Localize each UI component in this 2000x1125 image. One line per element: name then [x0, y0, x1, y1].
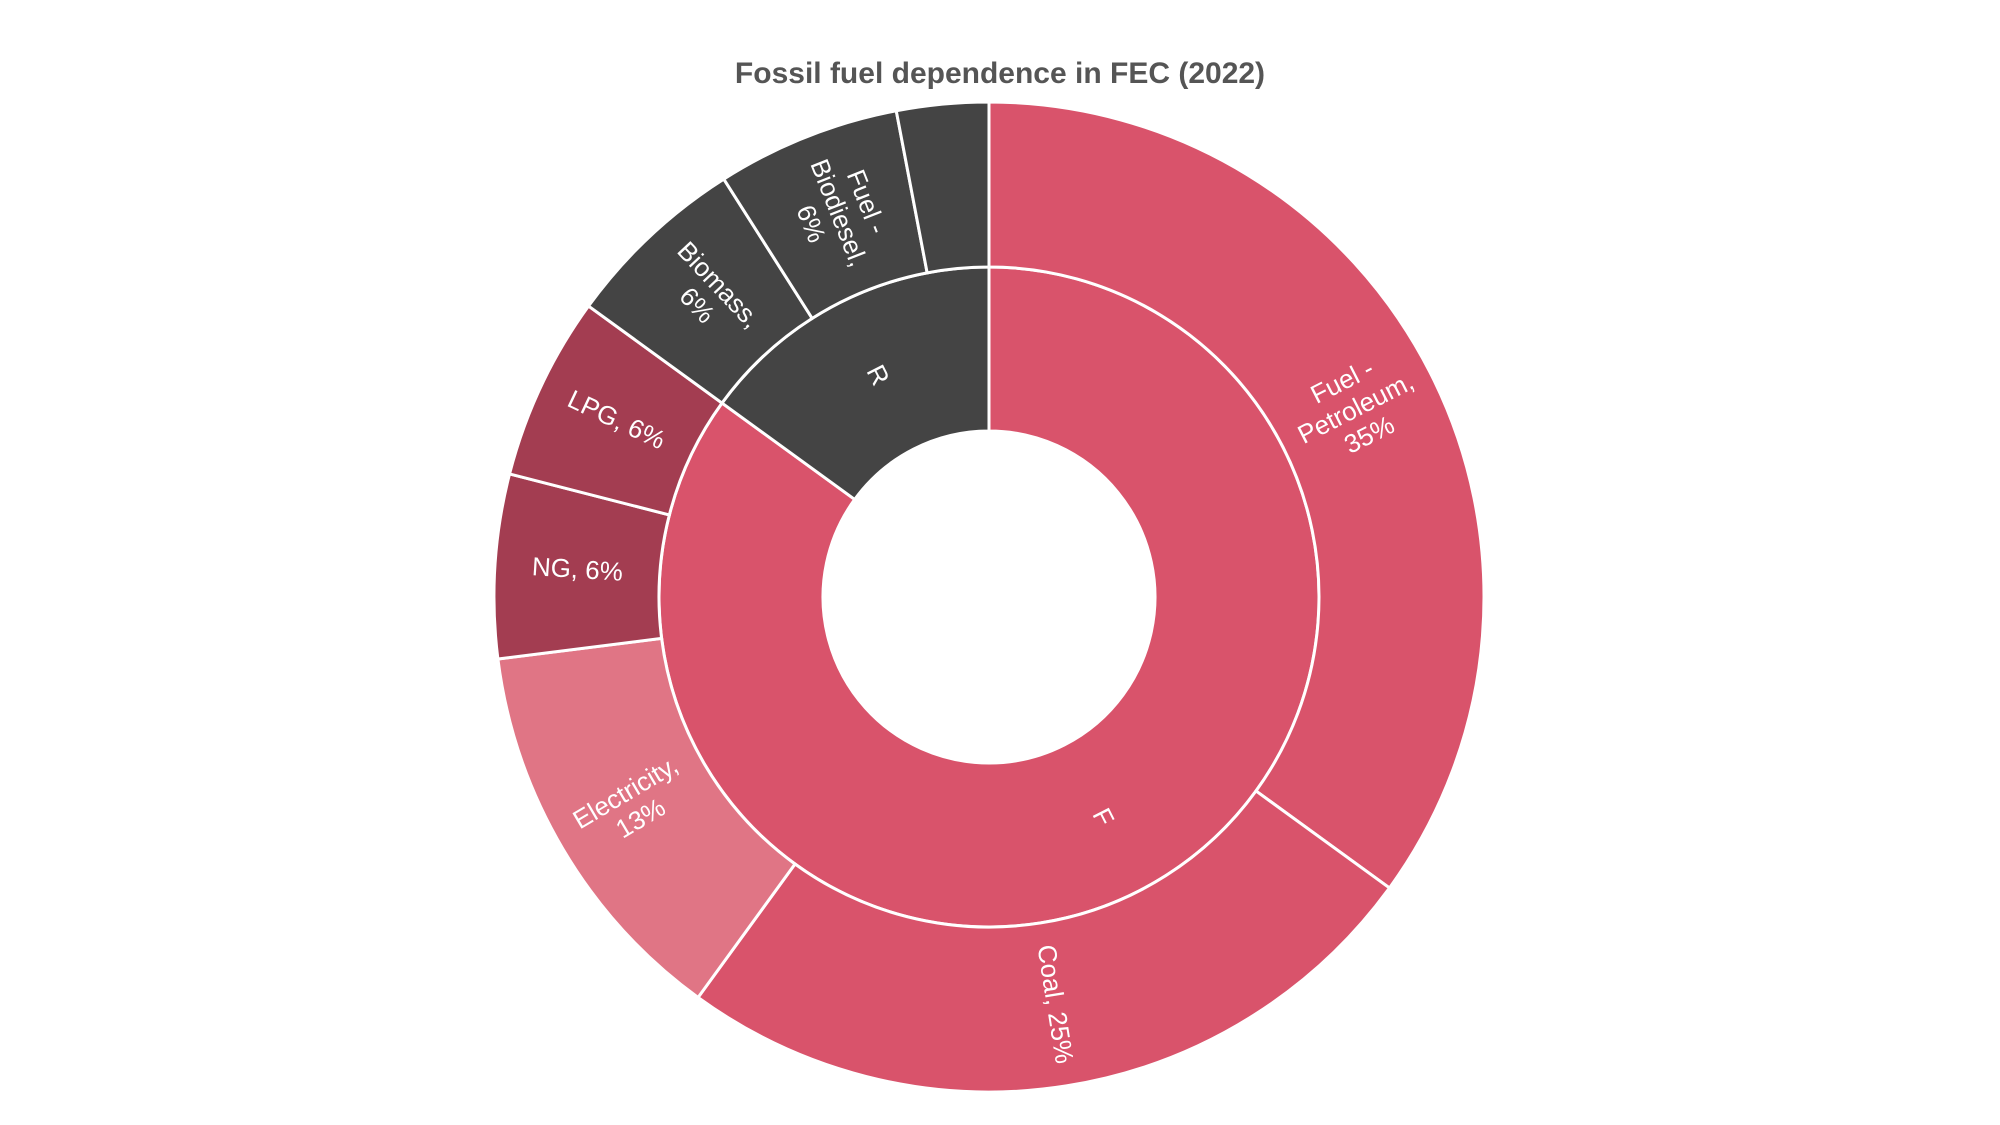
sunburst-segment [894, 100, 991, 275]
chart-title: Fossil fuel dependence in FEC (2022) [735, 57, 1265, 90]
sunburst-segment [695, 788, 1392, 1094]
segment-label: NG, 6% [531, 551, 624, 587]
segment-label-line: NG, 6% [531, 551, 624, 587]
sunburst-segment [987, 100, 1486, 891]
